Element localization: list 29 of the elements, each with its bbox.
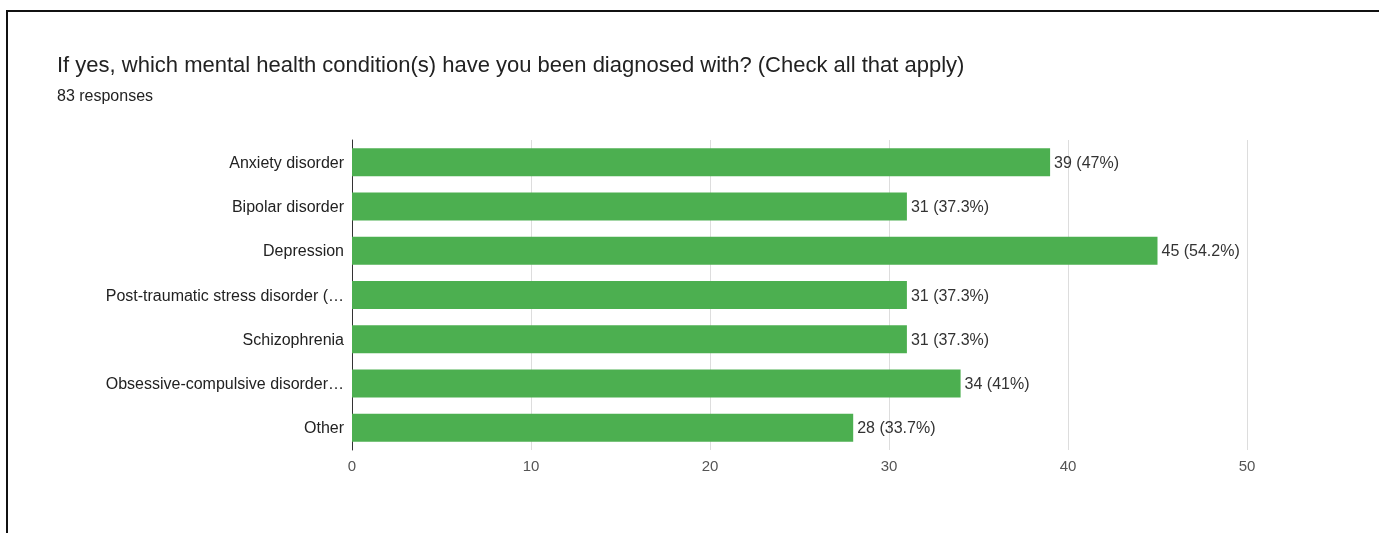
y-tick-label: Obsessive-compulsive disorder…: [105, 375, 344, 393]
y-tick-label: Post-traumatic stress disorder (…: [105, 286, 344, 304]
y-tick-label: Anxiety disorder: [229, 153, 345, 171]
x-tick-label: 50: [1238, 457, 1256, 474]
x-tick-label: 0: [347, 457, 357, 474]
x-tick-label: 30: [880, 457, 898, 474]
chart-title: If yes, which mental health condition(s) have you been diagnosed with? (Check all that apply): [57, 51, 965, 77]
data-label: 34 (41%): [964, 375, 1030, 393]
x-tick-label: 10: [522, 457, 540, 474]
bar: [352, 369, 961, 398]
bar: [352, 281, 907, 309]
y-tick-label: Schizophrenia: [242, 330, 345, 348]
data-label: 31 (37.3%): [910, 286, 990, 304]
bar: [352, 192, 907, 221]
y-tick-label: Depression: [263, 242, 344, 260]
text: 83 responses: [57, 86, 154, 104]
bar: [352, 236, 1158, 265]
y-tick-label: Other: [303, 419, 345, 437]
bar: [352, 325, 907, 354]
x-tick-label: 40: [1059, 457, 1077, 474]
bar: [352, 413, 854, 442]
data-label: 31 (37.3%): [910, 330, 990, 348]
data-label: 39 (47%): [1054, 153, 1120, 171]
y-tick-label: Bipolar disorder: [231, 197, 345, 215]
bar: [352, 148, 1051, 177]
data-label: 45 (54.2%): [1161, 242, 1240, 260]
x-tick-label: 20: [701, 457, 719, 474]
data-label: 31 (37.3%): [910, 197, 990, 215]
data-label: 28 (33.7%): [857, 419, 936, 437]
